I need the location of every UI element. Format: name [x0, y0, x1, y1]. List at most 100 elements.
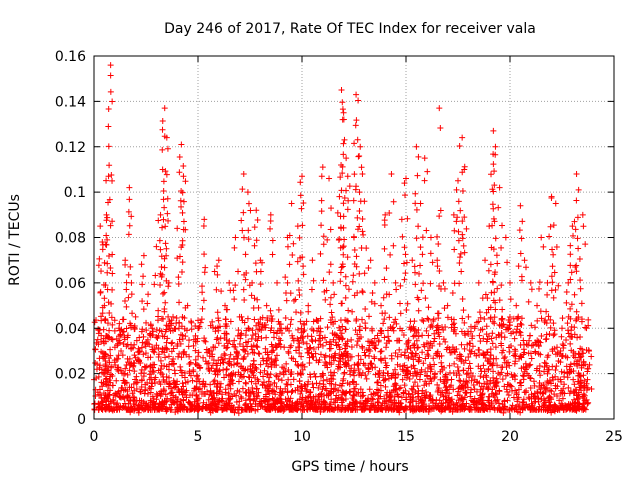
- data-point-band: [485, 393, 492, 400]
- data-point-band: [288, 389, 295, 396]
- data-point-column: [544, 291, 551, 298]
- data-point-column: [109, 177, 116, 184]
- data-point-band: [195, 375, 202, 382]
- data-point-peak: [153, 243, 160, 250]
- data-point-band: [548, 388, 555, 395]
- x-tick-label: 15: [397, 429, 415, 445]
- data-point-band: [330, 376, 337, 383]
- data-point-column: [271, 362, 278, 369]
- data-point-column: [118, 394, 125, 401]
- data-point-column: [100, 326, 107, 333]
- data-point-column: [357, 334, 364, 341]
- data-point-peak: [136, 347, 143, 354]
- data-point-column: [230, 370, 237, 377]
- y-tick-label: 0.06: [55, 276, 86, 292]
- data-point-band: [557, 348, 564, 355]
- data-point-band: [246, 374, 253, 381]
- data-point-band: [552, 367, 559, 373]
- data-point-column: [520, 337, 527, 344]
- data-point-column: [342, 282, 349, 289]
- data-point-band: [194, 338, 201, 345]
- data-point-column: [493, 355, 500, 362]
- data-point-band: [413, 337, 420, 344]
- data-point-band: [238, 395, 245, 402]
- data-point-column: [359, 215, 366, 222]
- data-point-band: [376, 367, 383, 374]
- data-point-column: [316, 332, 323, 339]
- data-point-column: [469, 373, 476, 380]
- data-point-band: [336, 324, 343, 331]
- data-point-band: [401, 382, 408, 389]
- data-point-column: [375, 337, 382, 344]
- data-point-peak: [388, 170, 395, 177]
- x-tick-label: 10: [293, 429, 311, 445]
- data-point-column: [209, 407, 216, 414]
- data-point-column: [307, 373, 314, 380]
- data-point-column: [214, 271, 221, 278]
- data-point-band: [382, 359, 389, 366]
- data-point-column: [578, 300, 585, 307]
- data-point-column: [225, 396, 232, 403]
- data-point-band: [186, 337, 193, 344]
- x-tick-label: 20: [501, 429, 519, 445]
- data-point-column: [550, 251, 557, 258]
- data-point-band: [281, 406, 288, 413]
- data-point-band: [475, 363, 482, 370]
- data-point-band: [551, 345, 558, 352]
- data-point-peak: [367, 257, 374, 264]
- data-point-band: [157, 357, 164, 364]
- data-point-peak: [184, 302, 191, 309]
- data-point-band: [206, 367, 213, 374]
- data-point-band: [215, 315, 222, 322]
- data-point-band: [211, 368, 218, 375]
- data-point-column: [296, 234, 303, 241]
- data-point-band: [526, 395, 533, 402]
- data-point-band: [572, 406, 579, 413]
- data-point-column: [135, 409, 142, 416]
- data-point-column: [504, 370, 511, 377]
- data-point-column: [342, 359, 349, 366]
- data-point-band: [425, 316, 432, 323]
- data-point-band: [463, 400, 470, 407]
- data-point-column: [242, 251, 249, 258]
- data-point-band: [231, 343, 238, 350]
- data-point-band: [332, 339, 339, 346]
- data-point-column: [339, 99, 346, 106]
- data-point-column: [484, 295, 491, 302]
- data-point-band: [198, 316, 205, 323]
- data-point-band: [299, 333, 306, 340]
- data-point-column: [144, 403, 151, 410]
- data-point-column: [573, 389, 580, 396]
- chart-title: Day 246 of 2017, Rate Of TEC Index for r…: [164, 21, 536, 37]
- data-point-column: [350, 197, 357, 204]
- data-point-band: [439, 324, 446, 331]
- data-point-band: [272, 342, 279, 349]
- data-point-column: [311, 404, 318, 411]
- data-point-band: [503, 363, 510, 370]
- data-point-column: [586, 361, 593, 368]
- data-point-band: [558, 368, 565, 375]
- data-point-band: [545, 366, 552, 373]
- data-point-column: [163, 171, 170, 178]
- data-point-band: [482, 354, 489, 361]
- data-point-band: [200, 399, 207, 406]
- data-point-column: [199, 289, 206, 296]
- data-point-band: [308, 401, 315, 408]
- data-point-band: [508, 405, 515, 412]
- data-point-band: [526, 337, 533, 344]
- data-point-column: [520, 376, 527, 383]
- data-point-column: [143, 327, 150, 334]
- data-point-column: [344, 350, 351, 357]
- data-point-column: [165, 353, 172, 360]
- data-point-column: [401, 180, 408, 187]
- data-point-column: [493, 252, 500, 259]
- data-point-column: [391, 399, 398, 406]
- data-point-column: [288, 403, 295, 410]
- data-point-band: [425, 340, 432, 347]
- data-point-column: [179, 380, 186, 387]
- data-point-band: [254, 406, 261, 413]
- data-point-column: [346, 183, 353, 190]
- data-point-peak: [421, 155, 428, 162]
- data-point-band: [392, 349, 399, 356]
- data-point-column: [431, 373, 438, 380]
